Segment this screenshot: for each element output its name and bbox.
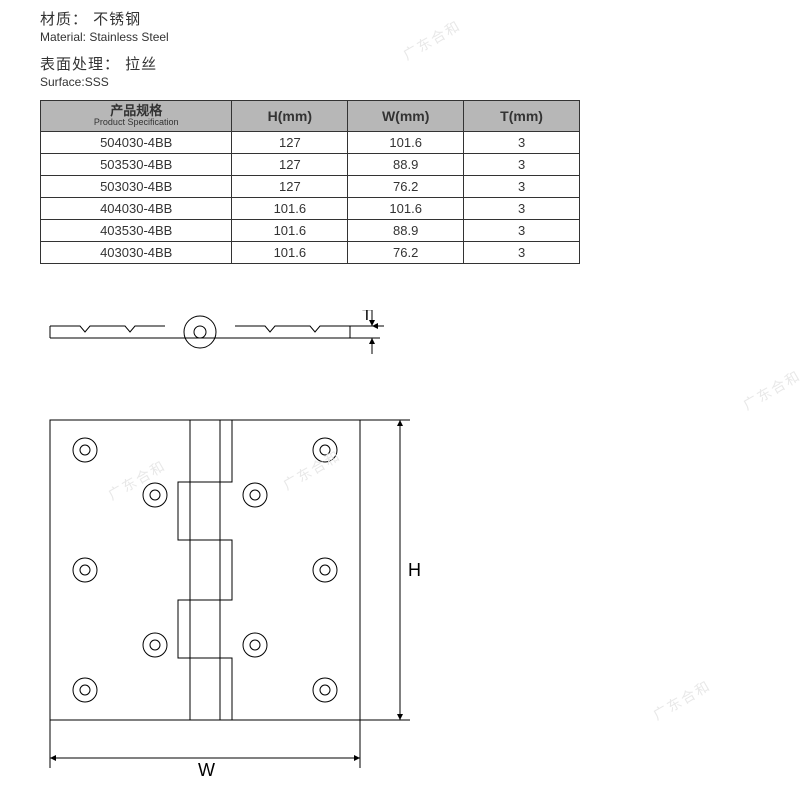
label-t: T bbox=[362, 310, 372, 324]
cell-h: 101.6 bbox=[232, 198, 348, 220]
label-w: W bbox=[198, 760, 215, 780]
cell-h: 101.6 bbox=[232, 220, 348, 242]
table-row: 404030-4BB101.6101.63 bbox=[41, 198, 580, 220]
material-cn: 材质： 不锈钢 bbox=[40, 10, 760, 30]
cell-spec: 504030-4BB bbox=[41, 132, 232, 154]
cell-t: 3 bbox=[464, 198, 580, 220]
cell-h: 127 bbox=[232, 176, 348, 198]
col-spec-header: 产品规格 Product Specification bbox=[41, 101, 232, 132]
table-row: 403030-4BB101.676.23 bbox=[41, 242, 580, 264]
cell-spec: 503030-4BB bbox=[41, 176, 232, 198]
col-spec-cn: 产品规格 bbox=[45, 104, 227, 118]
label-h: H bbox=[408, 560, 421, 580]
front-view: H W bbox=[50, 420, 421, 780]
cell-spec: 503530-4BB bbox=[41, 154, 232, 176]
cell-w: 101.6 bbox=[348, 198, 464, 220]
surface-en: Surface:SSS bbox=[40, 75, 760, 91]
technical-drawing: T bbox=[40, 310, 760, 790]
col-h-header: H(mm) bbox=[232, 101, 348, 132]
cell-w: 88.9 bbox=[348, 220, 464, 242]
cell-w: 88.9 bbox=[348, 154, 464, 176]
col-t-header: T(mm) bbox=[464, 101, 580, 132]
table-row: 503530-4BB12788.93 bbox=[41, 154, 580, 176]
cell-t: 3 bbox=[464, 176, 580, 198]
cell-t: 3 bbox=[464, 242, 580, 264]
cell-w: 76.2 bbox=[348, 242, 464, 264]
cell-w: 101.6 bbox=[348, 132, 464, 154]
table-row: 403530-4BB101.688.93 bbox=[41, 220, 580, 242]
cell-w: 76.2 bbox=[348, 176, 464, 198]
cell-spec: 403530-4BB bbox=[41, 220, 232, 242]
spec-table: 产品规格 Product Specification H(mm) W(mm) T… bbox=[40, 100, 580, 264]
cell-t: 3 bbox=[464, 220, 580, 242]
cell-t: 3 bbox=[464, 132, 580, 154]
cell-h: 127 bbox=[232, 132, 348, 154]
col-w-header: W(mm) bbox=[348, 101, 464, 132]
cell-h: 101.6 bbox=[232, 242, 348, 264]
cell-h: 127 bbox=[232, 154, 348, 176]
cell-spec: 403030-4BB bbox=[41, 242, 232, 264]
cell-t: 3 bbox=[464, 154, 580, 176]
top-view: T bbox=[50, 310, 384, 354]
table-row: 503030-4BB12776.23 bbox=[41, 176, 580, 198]
surface-cn: 表面处理： 拉丝 bbox=[40, 55, 760, 75]
table-row: 504030-4BB127101.63 bbox=[41, 132, 580, 154]
cell-spec: 404030-4BB bbox=[41, 198, 232, 220]
material-en: Material: Stainless Steel bbox=[40, 30, 760, 46]
col-spec-en: Product Specification bbox=[45, 118, 227, 128]
